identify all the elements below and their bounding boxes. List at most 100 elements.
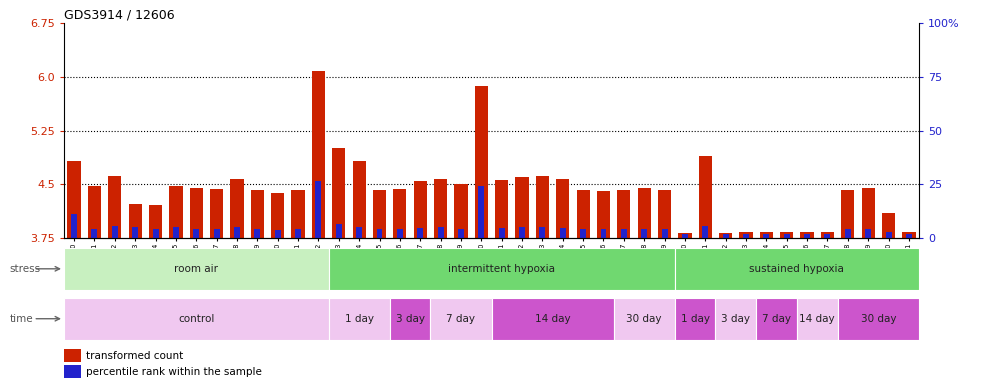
FancyBboxPatch shape xyxy=(389,298,431,340)
Bar xyxy=(861,188,875,238)
Bar xyxy=(332,149,345,238)
FancyBboxPatch shape xyxy=(674,248,919,290)
Bar xyxy=(739,232,753,238)
Bar xyxy=(475,86,488,238)
Bar xyxy=(540,227,546,238)
Bar xyxy=(515,177,529,238)
Bar xyxy=(783,235,789,238)
Text: 3 day: 3 day xyxy=(395,314,425,324)
Bar xyxy=(678,233,692,238)
Bar xyxy=(112,226,118,238)
Bar xyxy=(64,365,81,378)
Bar xyxy=(479,186,485,238)
Bar xyxy=(152,229,158,238)
Bar xyxy=(458,229,464,238)
Bar xyxy=(495,180,508,238)
Bar xyxy=(781,232,793,238)
Bar xyxy=(556,179,569,238)
Bar xyxy=(601,229,607,238)
Bar xyxy=(87,187,101,238)
Bar xyxy=(353,161,366,238)
Bar xyxy=(129,204,142,238)
Bar xyxy=(230,179,244,238)
Bar xyxy=(580,229,586,238)
Bar xyxy=(498,228,504,238)
Bar xyxy=(536,176,549,238)
Bar xyxy=(132,227,139,238)
Bar xyxy=(271,193,284,238)
Bar xyxy=(662,230,667,238)
Bar xyxy=(190,188,202,238)
Bar xyxy=(210,189,223,238)
Bar xyxy=(169,186,183,238)
FancyBboxPatch shape xyxy=(797,298,838,340)
Bar xyxy=(804,235,810,238)
Bar xyxy=(274,230,281,238)
FancyBboxPatch shape xyxy=(716,298,756,340)
Text: 14 day: 14 day xyxy=(535,314,570,324)
Bar xyxy=(760,232,773,238)
Text: stress: stress xyxy=(10,264,41,274)
Bar xyxy=(148,205,162,238)
Bar xyxy=(621,229,627,238)
Bar xyxy=(764,235,770,238)
Bar xyxy=(638,188,651,238)
Bar xyxy=(617,190,630,238)
FancyBboxPatch shape xyxy=(328,248,674,290)
Bar xyxy=(800,232,814,238)
Text: 14 day: 14 day xyxy=(799,314,836,324)
Text: 7 day: 7 day xyxy=(762,314,791,324)
Bar xyxy=(865,229,871,238)
Bar xyxy=(682,235,688,238)
Bar xyxy=(194,229,200,238)
Bar xyxy=(886,232,892,238)
Bar xyxy=(719,233,732,238)
Bar xyxy=(699,156,712,238)
Bar xyxy=(743,235,749,238)
Bar xyxy=(841,190,854,238)
Text: sustained hypoxia: sustained hypoxia xyxy=(749,264,844,274)
Bar xyxy=(64,349,81,362)
Bar xyxy=(576,190,590,238)
Bar xyxy=(312,71,325,238)
Bar xyxy=(417,228,424,238)
Bar xyxy=(376,229,382,238)
Text: 30 day: 30 day xyxy=(626,314,662,324)
Bar xyxy=(173,227,179,238)
Text: 3 day: 3 day xyxy=(722,314,750,324)
Bar xyxy=(291,190,305,238)
Bar xyxy=(91,229,97,238)
Bar xyxy=(71,214,77,238)
Bar xyxy=(825,235,831,238)
Bar xyxy=(844,229,851,238)
Bar xyxy=(658,190,671,238)
Text: intermittent hypoxia: intermittent hypoxia xyxy=(448,264,555,274)
Bar xyxy=(434,179,447,238)
Text: 7 day: 7 day xyxy=(446,314,476,324)
Bar xyxy=(295,230,301,238)
Text: room air: room air xyxy=(174,264,218,274)
Bar xyxy=(454,184,468,238)
Bar xyxy=(356,227,362,238)
FancyBboxPatch shape xyxy=(674,298,716,340)
Bar xyxy=(251,190,264,238)
Bar xyxy=(397,229,403,238)
FancyBboxPatch shape xyxy=(64,248,328,290)
Bar xyxy=(234,227,240,238)
Text: 30 day: 30 day xyxy=(861,314,896,324)
Bar xyxy=(902,232,915,238)
Bar xyxy=(882,213,896,238)
Text: percentile rank within the sample: percentile rank within the sample xyxy=(87,367,261,377)
Bar xyxy=(68,161,81,238)
FancyBboxPatch shape xyxy=(492,298,613,340)
Bar xyxy=(597,191,610,238)
Bar xyxy=(906,235,912,238)
Text: GDS3914 / 12606: GDS3914 / 12606 xyxy=(64,9,175,22)
Bar xyxy=(316,181,321,238)
Bar xyxy=(519,227,525,238)
FancyBboxPatch shape xyxy=(613,298,674,340)
Bar xyxy=(373,190,386,238)
Bar xyxy=(437,227,443,238)
FancyBboxPatch shape xyxy=(64,298,328,340)
FancyBboxPatch shape xyxy=(431,298,492,340)
